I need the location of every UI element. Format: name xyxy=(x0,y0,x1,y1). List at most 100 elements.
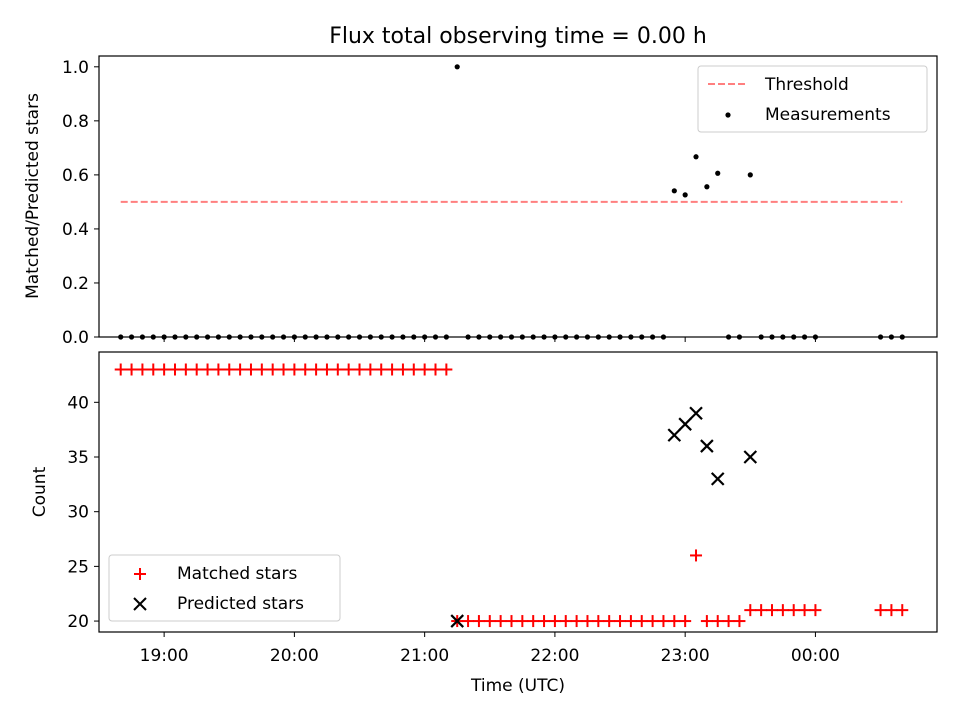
matched-star-point xyxy=(418,363,431,376)
matched-star-point xyxy=(733,615,746,628)
matched-star-point xyxy=(168,363,181,376)
measurement-point xyxy=(671,188,677,194)
bottom-y-tick-label: 30 xyxy=(67,503,89,523)
top-chart-title: Flux total observing time = 0.00 h xyxy=(329,24,707,49)
measurement-point xyxy=(747,172,753,178)
measurement-point xyxy=(693,154,699,160)
top-y-axis-label: Matched/Predicted stars xyxy=(23,93,43,299)
matched-star-point xyxy=(700,615,713,628)
predicted-star-point xyxy=(700,439,714,453)
predicted-marker-b xyxy=(710,472,725,486)
predicted-star-point xyxy=(667,428,682,442)
bottom-axes: 20 25 30 35 40 19:00 20:00 21:00 22:00 23:00 00:00 xyxy=(67,351,938,666)
bottom-y-tick-label: 20 xyxy=(67,612,89,632)
measurement-point xyxy=(682,192,688,198)
predicted-star-point xyxy=(743,450,758,464)
matched-star-point xyxy=(635,615,648,628)
matched-star-point xyxy=(787,604,800,617)
predicted-marker-b xyxy=(667,428,682,442)
top-y-tick-label: 0.6 xyxy=(62,166,89,186)
bottom-plot-frame xyxy=(98,351,938,633)
bottom-legend-box xyxy=(108,554,341,622)
matched-star-point xyxy=(744,604,757,617)
legend-measurements-label: Measurements xyxy=(765,105,891,125)
matched-star-point xyxy=(657,615,670,628)
x-tick-label: 19:00 xyxy=(140,646,189,666)
x-tick-label: 23:00 xyxy=(661,646,710,666)
measurement-point xyxy=(715,170,721,176)
predicted-marker-b xyxy=(700,439,714,453)
predicted-marker-b xyxy=(678,417,692,431)
matched-star-point xyxy=(353,363,366,376)
matched-star-point xyxy=(472,615,485,628)
top-y-tick-label: 0.8 xyxy=(62,112,89,132)
x-tick-label: 00:00 xyxy=(791,646,840,666)
bottom-y-tick-label: 35 xyxy=(67,448,89,468)
matched-star-point xyxy=(255,363,268,376)
matched-star-point xyxy=(722,615,735,628)
measurement-point xyxy=(454,64,460,70)
matched-star-point xyxy=(288,363,301,376)
matched-star-point xyxy=(462,615,475,628)
bottom-y-axis-label: Count xyxy=(30,466,50,517)
matched-star-point xyxy=(874,604,887,617)
predicted-star-point xyxy=(689,406,703,421)
matched-star-point xyxy=(798,604,811,617)
predicted-marker-b xyxy=(450,614,464,628)
predicted-star-point xyxy=(710,472,725,486)
measurement-point xyxy=(704,184,710,190)
matched-star-point xyxy=(331,363,344,376)
matched-star-point xyxy=(212,363,225,376)
legend-predicted-swatch xyxy=(133,597,147,611)
matched-star-point xyxy=(310,363,323,376)
matched-star-point xyxy=(690,549,703,562)
matched-star-point xyxy=(190,363,203,376)
matched-star-point xyxy=(885,604,898,617)
legend-predicted-label: Predicted stars xyxy=(177,594,304,614)
matched-star-point xyxy=(603,615,616,628)
matched-star-point xyxy=(114,363,127,376)
predicted-marker-b xyxy=(743,450,758,464)
matched-star-point xyxy=(179,363,192,376)
matched-star-point xyxy=(809,604,822,617)
top-legend-box xyxy=(697,65,928,133)
matched-star-point xyxy=(266,363,279,376)
matched-star-point xyxy=(364,363,377,376)
matched-star-point xyxy=(679,615,692,628)
top-y-tick-label: 0.4 xyxy=(62,220,89,240)
bottom-legend: Matched stars Predicted stars xyxy=(108,554,341,622)
top-axes: 0.0 0.2 0.4 0.6 0.8 1.0 xyxy=(62,55,938,348)
matched-star-point xyxy=(516,615,529,628)
matched-star-point xyxy=(527,615,540,628)
matched-star-point xyxy=(581,615,594,628)
top-y-tick-label: 0.0 xyxy=(62,328,89,348)
bottom-y-tick-label: 40 xyxy=(67,393,89,413)
top-y-tick-label: 0.2 xyxy=(62,274,89,294)
matched-star-point xyxy=(483,615,496,628)
matched-star-point xyxy=(277,363,290,376)
top-legend: Threshold Measurements xyxy=(697,65,928,133)
matched-star-point xyxy=(711,615,724,628)
matched-star-point xyxy=(299,363,312,376)
matched-star-point xyxy=(407,363,420,376)
matched-star-point xyxy=(386,363,399,376)
matched-star-point xyxy=(125,363,138,376)
x-tick-label: 20:00 xyxy=(270,646,319,666)
matched-star-point xyxy=(158,363,171,376)
matched-star-point xyxy=(429,363,442,376)
legend-threshold-label: Threshold xyxy=(764,75,849,95)
matched-star-point xyxy=(234,363,247,376)
predicted-star-point xyxy=(678,417,692,431)
matched-star-point xyxy=(766,604,779,617)
bottom-y-tick-label: 25 xyxy=(67,557,89,577)
matched-star-point xyxy=(592,615,605,628)
top-y-tick-label: 1.0 xyxy=(62,58,89,78)
x-tick-label: 21:00 xyxy=(400,646,449,666)
matched-star-point xyxy=(147,363,160,376)
predicted-marker-b xyxy=(689,406,703,421)
matched-star-point xyxy=(494,615,507,628)
matched-star-point xyxy=(614,615,627,628)
matched-star-point xyxy=(548,615,561,628)
matched-star-point xyxy=(375,363,388,376)
